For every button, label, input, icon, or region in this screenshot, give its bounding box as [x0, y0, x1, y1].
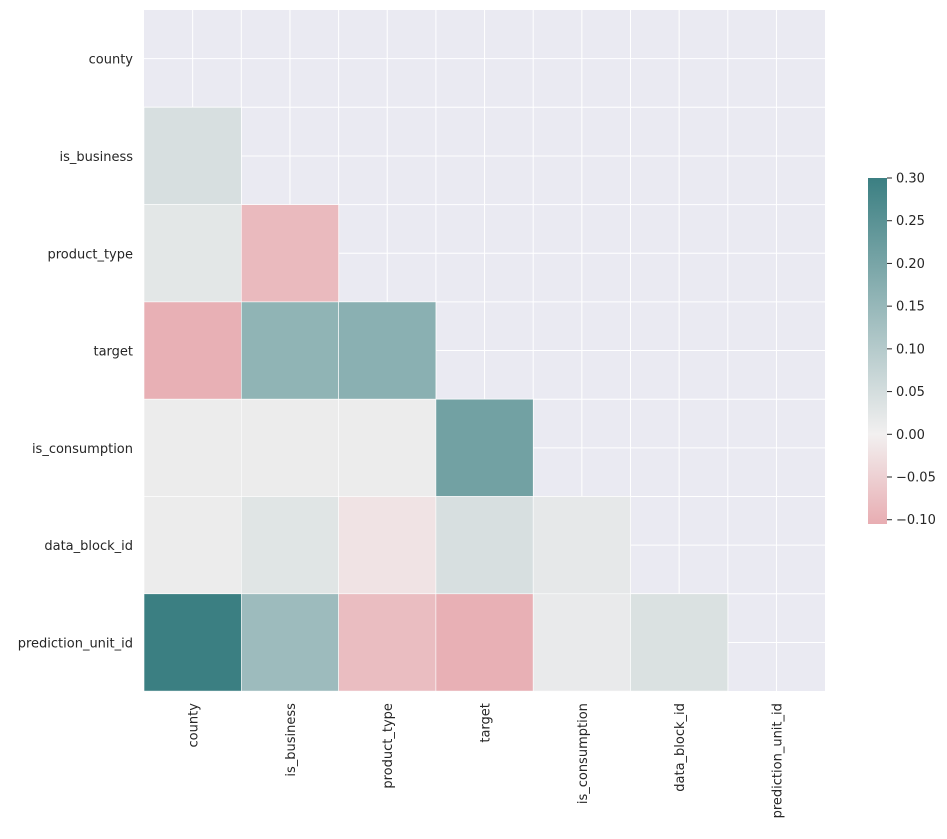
heatmap-cell	[630, 593, 729, 692]
y-tick-label: is_consumption	[32, 442, 133, 457]
y-tick-label: target	[93, 345, 133, 360]
heatmap-cell	[241, 398, 339, 497]
y-tick-label: product_type	[47, 247, 133, 262]
y-tick-label: county	[89, 53, 134, 68]
x-tick-label: product_type	[381, 703, 396, 789]
x-tick-label: prediction_unit_id	[770, 703, 785, 818]
colorbar	[868, 178, 887, 524]
colorbar-tick-label: 0.10	[896, 342, 925, 357]
heatmap-cell	[241, 496, 339, 595]
x-tick-label: data_block_id	[673, 703, 688, 792]
heatmap-cell	[143, 398, 242, 497]
heatmap-cell	[435, 398, 534, 497]
x-tick-label: target	[479, 703, 494, 743]
heatmap-cell	[143, 107, 242, 205]
colorbar-tick-label: −0.05	[896, 471, 936, 486]
heatmap-cell	[532, 496, 631, 595]
heatmap-cell	[338, 593, 437, 692]
x-tick-label: is_consumption	[576, 703, 591, 804]
colorbar-ticks: 0.30 0.25 0.20 0.15 0.10 0.05 0.00 −0.05 −0.10	[887, 172, 936, 528]
heatmap-cell	[143, 496, 242, 595]
heatmap-cell	[435, 496, 534, 595]
y-tick-label: data_block_id	[44, 539, 133, 554]
colorbar-tick-label: 0.00	[896, 428, 925, 443]
colorbar-tick-label: 0.15	[896, 300, 925, 315]
heatmap-cell	[143, 593, 242, 692]
heatmap-cell	[338, 496, 437, 595]
heatmap-cell	[241, 593, 339, 692]
colorbar-tick-label: 0.05	[896, 385, 925, 400]
heatmap-cell	[435, 593, 534, 692]
heatmap-cell	[532, 593, 631, 692]
heatmap-cell	[241, 301, 339, 400]
heatmap-cell	[241, 204, 339, 303]
heatmap-cell	[338, 301, 437, 400]
heatmap-cell	[338, 398, 437, 497]
heatmap-cell	[143, 204, 242, 303]
colorbar-tick-label: 0.30	[896, 172, 925, 187]
x-tick-label: is_business	[284, 703, 299, 777]
y-tick-label: prediction_unit_id	[18, 636, 133, 651]
colorbar-tick-label: −0.10	[896, 513, 936, 528]
heatmap-cell	[143, 301, 242, 400]
colorbar-tick-label: 0.25	[896, 214, 925, 229]
y-tick-label: is_business	[59, 150, 133, 165]
colorbar-tick-label: 0.20	[896, 257, 925, 272]
x-tick-labels: county is_business product_type target is_co…	[187, 703, 786, 819]
x-tick-label: county	[187, 703, 202, 748]
heatmap-cells	[143, 107, 729, 692]
